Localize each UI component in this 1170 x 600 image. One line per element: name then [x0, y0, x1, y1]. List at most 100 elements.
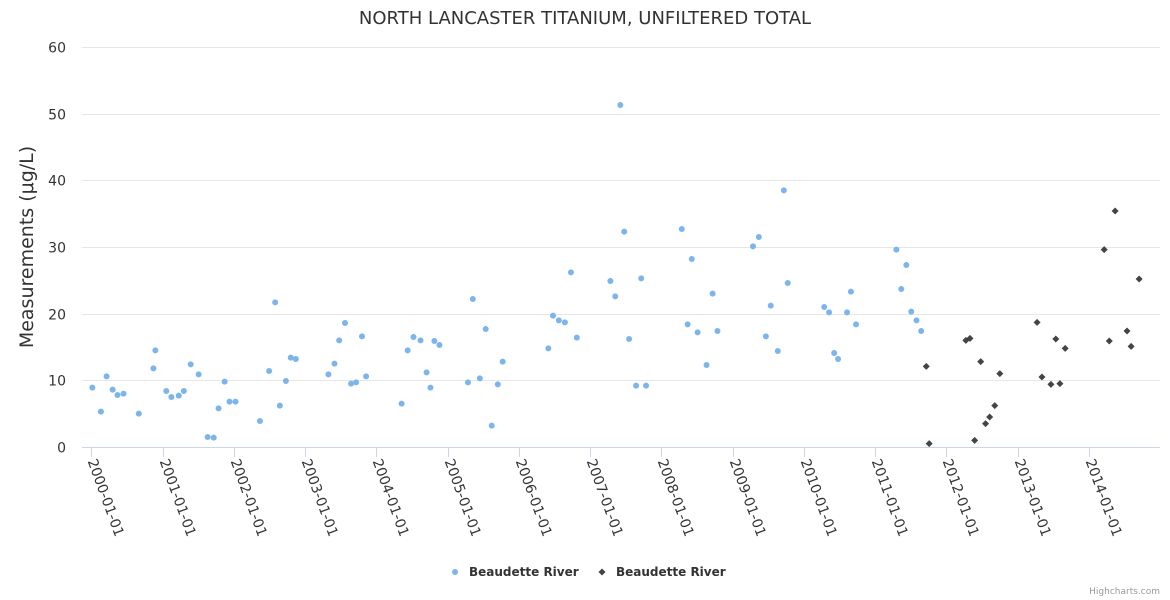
data-point[interactable]: [831, 350, 838, 356]
data-point[interactable]: [331, 360, 338, 367]
data-point[interactable]: [103, 373, 110, 380]
data-point[interactable]: [555, 317, 562, 324]
data-point[interactable]: [494, 381, 501, 388]
data-point[interactable]: [821, 304, 828, 310]
data-point[interactable]: [550, 312, 557, 319]
data-point[interactable]: [774, 348, 781, 354]
data-point[interactable]: [210, 434, 217, 441]
data-point[interactable]: [835, 356, 842, 362]
data-point[interactable]: [918, 328, 925, 334]
data-point[interactable]: [633, 382, 640, 389]
data-point[interactable]: [567, 269, 574, 276]
data-point[interactable]: [120, 390, 127, 397]
data-point[interactable]: [982, 420, 990, 428]
data-point[interactable]: [1135, 275, 1143, 283]
data-point[interactable]: [187, 361, 194, 368]
data-point[interactable]: [893, 246, 900, 253]
data-point[interactable]: [175, 392, 182, 399]
data-point[interactable]: [464, 379, 471, 386]
data-point[interactable]: [404, 347, 411, 354]
data-point[interactable]: [780, 187, 787, 194]
data-point[interactable]: [226, 398, 233, 405]
data-point[interactable]: [621, 228, 628, 235]
data-point[interactable]: [977, 358, 985, 366]
data-point[interactable]: [749, 243, 756, 250]
data-point[interactable]: [626, 336, 633, 342]
data-point[interactable]: [272, 299, 279, 306]
data-point[interactable]: [499, 358, 506, 365]
data-point[interactable]: [714, 328, 721, 334]
data-point[interactable]: [1127, 342, 1135, 350]
data-point[interactable]: [762, 333, 769, 340]
data-point[interactable]: [853, 321, 860, 328]
data-point[interactable]: [638, 275, 645, 282]
data-point[interactable]: [688, 256, 695, 262]
data-point[interactable]: [353, 379, 360, 386]
data-point[interactable]: [114, 392, 121, 398]
data-point[interactable]: [1100, 246, 1108, 254]
data-point[interactable]: [431, 338, 438, 344]
data-point[interactable]: [423, 369, 430, 376]
data-point[interactable]: [135, 410, 142, 417]
data-point[interactable]: [336, 337, 343, 344]
data-point[interactable]: [1105, 337, 1113, 345]
data-point[interactable]: [908, 308, 915, 315]
data-point[interactable]: [89, 384, 96, 391]
data-point[interactable]: [755, 234, 762, 240]
data-point[interactable]: [150, 365, 157, 372]
data-point[interactable]: [97, 408, 104, 415]
data-point[interactable]: [325, 371, 332, 378]
data-point[interactable]: [1056, 380, 1064, 388]
data-point[interactable]: [1111, 207, 1119, 215]
data-point[interactable]: [221, 378, 228, 385]
data-point[interactable]: [847, 288, 854, 295]
data-point[interactable]: [678, 226, 685, 232]
data-point[interactable]: [703, 362, 710, 368]
data-point[interactable]: [996, 370, 1004, 378]
data-point[interactable]: [256, 418, 263, 424]
data-point[interactable]: [991, 402, 999, 410]
data-point[interactable]: [844, 309, 851, 316]
data-point[interactable]: [561, 319, 568, 326]
credits[interactable]: Highcharts.com: [1089, 587, 1160, 597]
data-point[interactable]: [342, 320, 349, 326]
data-point[interactable]: [348, 380, 355, 387]
data-point[interactable]: [971, 436, 979, 444]
data-point[interactable]: [617, 102, 624, 108]
data-point[interactable]: [986, 413, 994, 421]
data-point[interactable]: [1038, 373, 1046, 381]
data-point[interactable]: [898, 286, 905, 292]
data-point[interactable]: [363, 373, 370, 380]
data-point[interactable]: [417, 337, 424, 344]
data-point[interactable]: [358, 333, 365, 340]
data-point[interactable]: [398, 400, 405, 407]
data-point[interactable]: [276, 402, 283, 409]
data-point[interactable]: [168, 394, 175, 400]
data-point[interactable]: [684, 321, 691, 328]
data-point[interactable]: [922, 362, 930, 370]
data-point[interactable]: [152, 347, 159, 354]
data-point[interactable]: [109, 386, 116, 393]
data-point[interactable]: [476, 375, 483, 382]
data-point[interactable]: [694, 329, 701, 336]
data-point[interactable]: [913, 317, 920, 324]
legend-item-1[interactable]: Beaudette River: [452, 565, 579, 579]
data-point[interactable]: [436, 342, 443, 348]
data-point[interactable]: [1052, 335, 1060, 343]
data-point[interactable]: [643, 382, 650, 389]
data-point[interactable]: [232, 398, 239, 405]
data-point[interactable]: [573, 334, 580, 341]
data-point[interactable]: [204, 434, 211, 440]
data-point[interactable]: [966, 334, 974, 342]
data-point[interactable]: [292, 356, 299, 362]
data-point[interactable]: [282, 378, 289, 384]
legend-item-2[interactable]: Beaudette River: [598, 565, 726, 579]
data-point[interactable]: [266, 368, 273, 374]
data-point[interactable]: [709, 290, 716, 297]
data-point[interactable]: [482, 326, 489, 332]
data-point[interactable]: [163, 388, 170, 394]
data-point[interactable]: [215, 405, 222, 412]
data-point[interactable]: [925, 440, 933, 448]
data-point[interactable]: [469, 296, 476, 302]
data-point[interactable]: [784, 280, 791, 286]
